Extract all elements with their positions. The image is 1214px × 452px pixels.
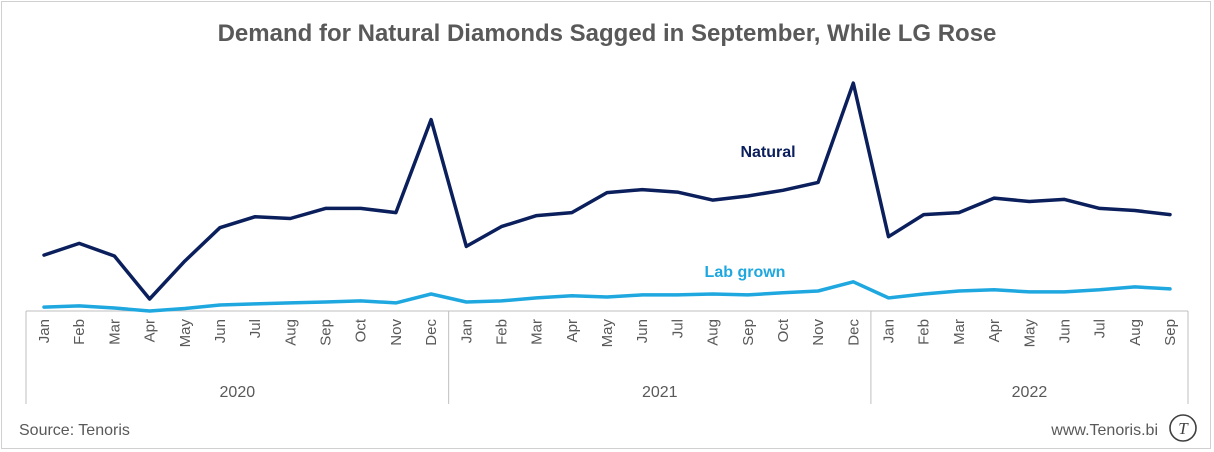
series-label-natural: Natural	[740, 144, 795, 161]
x-tick-label: Oct	[353, 318, 370, 342]
source-note: Source: Tenoris	[19, 422, 130, 439]
x-tick-label: May	[599, 319, 616, 348]
x-tick-label: Feb	[493, 319, 510, 345]
x-tick-label: Jul	[247, 319, 264, 338]
x-tick-label: Feb	[71, 319, 88, 345]
x-tick-label: Mar	[951, 319, 968, 345]
x-tick-label: Jun	[1056, 319, 1073, 343]
x-tick-label: Oct	[775, 318, 792, 342]
x-tick-label: Sep	[1162, 319, 1179, 346]
x-tick-label: Sep	[740, 319, 757, 346]
x-tick-label: Mar	[529, 319, 546, 345]
series-line-lab-grown	[42, 280, 1172, 313]
x-tick-label: Jun	[212, 319, 229, 343]
x-tick-label: Jan	[36, 319, 53, 343]
x-tick-label: Nov	[810, 319, 827, 346]
year-label-2021: 2021	[642, 384, 678, 401]
year-label-2022: 2022	[1012, 384, 1048, 401]
x-tick-label: Jan	[458, 319, 475, 343]
x-tick-label: Sep	[318, 319, 335, 346]
x-tick-label: Aug	[282, 319, 299, 346]
x-tick-label: Mar	[106, 319, 123, 345]
x-tick-label: Apr	[564, 319, 581, 342]
x-tick-label: Jul	[669, 319, 686, 338]
x-tick-label: Apr	[142, 319, 159, 342]
x-tick-label: Apr	[986, 319, 1003, 342]
x-tick-label: Aug	[1127, 319, 1144, 346]
series-label-lab-grown: Lab grown	[705, 264, 786, 281]
chart-title: Demand for Natural Diamonds Sagged in Se…	[217, 20, 997, 47]
x-tick-label: May	[177, 319, 194, 348]
x-tick-label: Feb	[916, 319, 933, 345]
x-tick-label: Jun	[634, 319, 651, 343]
x-tick-label: Aug	[705, 319, 722, 346]
logo-letter: T	[1178, 419, 1189, 438]
x-tick-label: Dec	[423, 319, 440, 346]
x-tick-label: Jan	[881, 319, 898, 343]
x-tick-label: Jul	[1092, 319, 1109, 338]
x-tick-label: Dec	[845, 319, 862, 346]
x-tick-label: Nov	[388, 319, 405, 346]
year-label-2020: 2020	[220, 384, 256, 401]
tenoris-logo-icon: T	[1169, 414, 1197, 442]
website-link[interactable]: www.Tenoris.bi	[1051, 422, 1158, 439]
x-tick-label: May	[1021, 319, 1038, 348]
series-line-natural	[42, 81, 1172, 301]
